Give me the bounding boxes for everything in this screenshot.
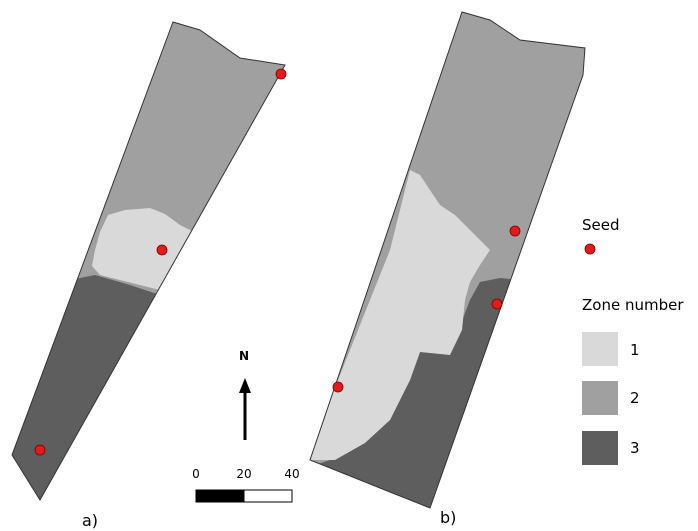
north-arrow-icon (239, 378, 251, 393)
scale-segment-black (195, 489, 245, 503)
legend-seed-icon (584, 243, 596, 255)
legend-zone-3-label: 3 (630, 439, 640, 457)
panel-b-seed-2 (491, 298, 503, 310)
panel-b-seed-3 (332, 381, 344, 393)
panel-a-label: a) (82, 511, 98, 530)
scale-tick-40: 40 (284, 467, 299, 481)
panel-a-seed-3 (34, 444, 46, 456)
legend-seed-title: Seed (582, 216, 620, 234)
legend-zone-2-swatch (582, 381, 618, 415)
scale-bar: 0 20 40 (192, 467, 300, 503)
legend-zone-title: Zone number (582, 296, 684, 314)
panel-a-seed-2 (156, 244, 168, 256)
panel-b-seed-1 (509, 225, 521, 237)
legend: Seed Zone number 1 2 3 (582, 216, 684, 465)
panel-b-zone-1 (310, 170, 490, 460)
panel-b-outline (309, 11, 586, 509)
north-arrow-shaft (243, 392, 247, 440)
panel-a-field (11, 21, 287, 501)
north-arrow: N (239, 349, 251, 440)
scale-tick-20: 20 (236, 467, 251, 481)
scale-tick-0: 0 (192, 467, 200, 481)
panel-b-label: b) (440, 508, 456, 527)
panel-a-seed-1 (275, 68, 287, 80)
scale-segment-white (243, 489, 293, 503)
legend-zone-2-label: 2 (630, 389, 640, 407)
legend-zone-3-swatch (582, 431, 618, 465)
panel-b-field (309, 11, 586, 509)
north-arrow-label: N (239, 349, 249, 363)
legend-zone-1-label: 1 (630, 341, 640, 359)
panel-a-outline (11, 21, 286, 501)
legend-zone-1-swatch (582, 332, 618, 366)
